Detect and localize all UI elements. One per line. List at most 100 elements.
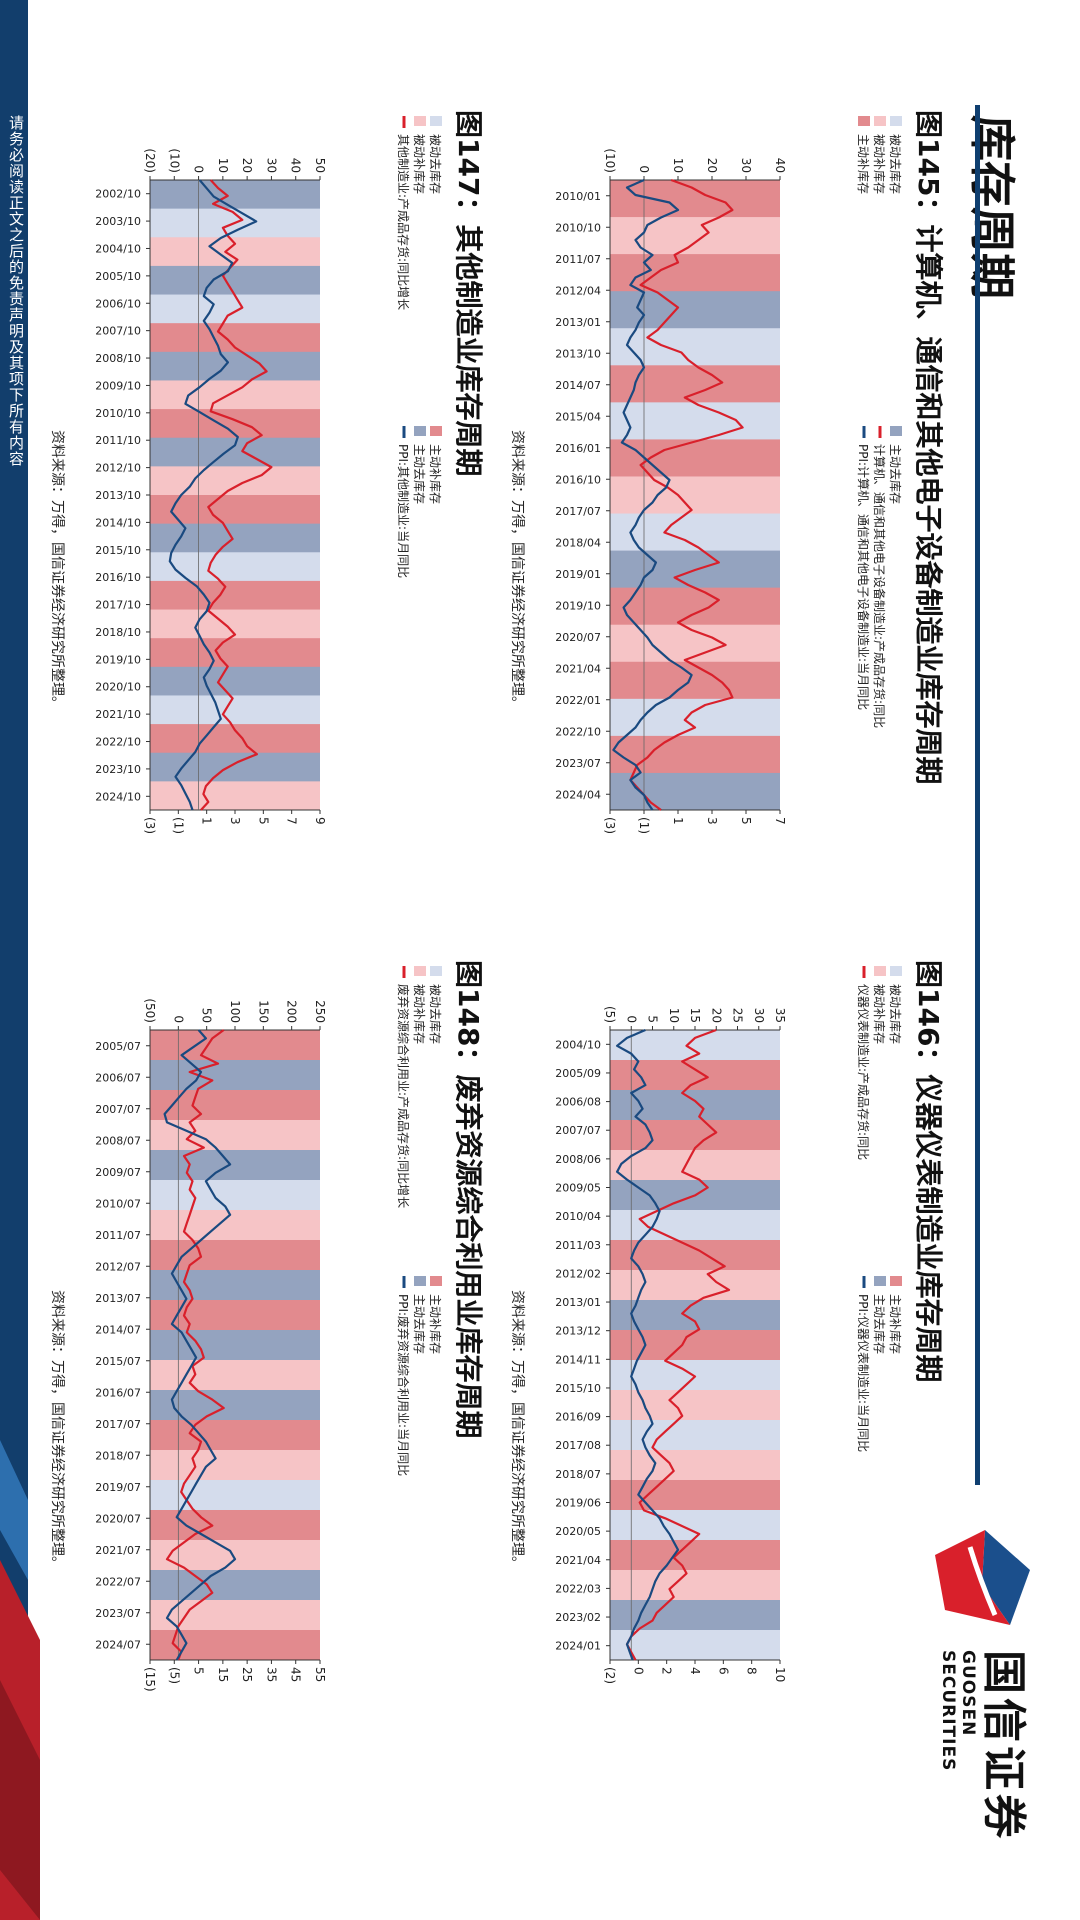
ppi-line	[163, 1029, 237, 1661]
x-tick-label: 2010/07	[95, 1197, 141, 1210]
chart-fig148: 被动去库存被动补库存废弃资源综合利用业:产成品存货:同比增长主动补库存主动去库存…	[95, 966, 443, 1692]
x-tick-label: 2003/10	[95, 215, 141, 228]
left-tick-label: 30	[752, 1008, 766, 1023]
x-tick-label: 2018/10	[95, 626, 141, 639]
x-tick-label: 2015/10	[555, 1382, 601, 1395]
phase-bands	[150, 180, 320, 811]
legend-label: 被动补库存	[412, 134, 427, 194]
logo-icon	[935, 1530, 1030, 1625]
chart-title: 图147：其他制造业库存周期	[452, 110, 485, 477]
phase-band	[150, 638, 320, 668]
phase-band	[150, 237, 320, 267]
phase-band	[150, 724, 320, 754]
phase-band	[150, 495, 320, 525]
x-tick-label: 2013/10	[555, 347, 601, 360]
right-tick-label: 10	[773, 1667, 787, 1682]
chart-legend: 被动去库存被动补库存仪器仪表制造业:产成品存货:同比主动补库存主动去库存PPI:…	[856, 966, 903, 1452]
x-tick-label: 2022/07	[95, 1575, 141, 1588]
right-tick-label: 1	[671, 817, 685, 825]
left-tick-label: 5	[646, 1015, 660, 1023]
phase-band	[610, 1480, 780, 1511]
legend-swatch	[874, 966, 886, 976]
legend-label: 主动去库存	[872, 1294, 887, 1354]
phase-band	[610, 1090, 780, 1121]
left-tick-label: 50	[313, 158, 327, 173]
chart-title: 图146：仪器仪表制造业库存周期	[912, 960, 945, 1383]
right-tick-label: (3)	[143, 817, 157, 834]
phase-band	[150, 351, 320, 381]
right-tick-label: (3)	[603, 817, 617, 834]
left-tick-label: 20	[709, 1008, 723, 1023]
right-tick-label: 4	[688, 1667, 702, 1675]
x-tick-label: 2022/01	[555, 694, 601, 707]
x-tick-label: 2007/07	[555, 1124, 601, 1137]
phase-band	[610, 1300, 780, 1331]
right-tick-label: 45	[289, 1667, 303, 1682]
phase-band	[610, 254, 780, 292]
x-tick-label: 2019/07	[95, 1481, 141, 1494]
legend-label: 主动去库存	[412, 1294, 427, 1354]
x-tick-label: 2016/10	[95, 571, 141, 584]
brand-logo: 国信证券 GUOSEN SECURITIES	[930, 1525, 1040, 1855]
phase-band	[610, 291, 780, 329]
chart-source: 资料来源：万得，国信证券经济研究所整理。	[509, 1290, 525, 1570]
phase-bands	[150, 1030, 320, 1661]
x-tick-label: 2022/03	[555, 1582, 601, 1595]
phase-band	[150, 1570, 320, 1601]
x-tick-label: 2008/06	[555, 1153, 601, 1166]
x-tick-label: 2004/10	[555, 1038, 601, 1051]
right-tick-label: 9	[313, 817, 327, 825]
chart-fig146: 被动去库存被动补库存仪器仪表制造业:产成品存货:同比主动补库存主动去库存PPI:…	[555, 966, 903, 1684]
legend-label: 主动补库存	[428, 444, 443, 504]
page-title: 库存周期	[965, 115, 1019, 299]
chart-legend: 被动去库存被动补库存其他制造业:产成品存货:同比增长主动补库存主动去库存PPI:…	[396, 116, 443, 578]
phase-band	[610, 217, 780, 255]
corner-decoration	[0, 1440, 40, 1920]
chart-panel-fig147: 图147：其他制造业库存周期 被动去库存 被动补库存 其他制造业:产成品存货:同比增…	[40, 110, 490, 890]
phase-band	[150, 1060, 320, 1091]
phase-band	[610, 698, 780, 737]
phase-band	[150, 294, 320, 324]
right-tick-label: 5	[192, 1667, 206, 1675]
x-tick-label: 2018/07	[95, 1449, 141, 1462]
x-tick-label: 2012/07	[95, 1260, 141, 1273]
phase-band	[150, 1420, 320, 1451]
phase-band	[150, 265, 320, 296]
x-tick-label: 2006/08	[555, 1096, 601, 1109]
left-tick-label: 40	[289, 158, 303, 173]
x-tick-label: 2023/07	[555, 757, 601, 770]
legend-swatch	[858, 116, 870, 126]
x-tick-label: 2015/07	[95, 1355, 141, 1368]
x-tick-label: 2024/04	[555, 788, 601, 801]
left-tick-label: 0	[624, 1015, 638, 1023]
inventory-yoy-line	[165, 1029, 225, 1661]
x-tick-label: 2011/07	[95, 1229, 141, 1242]
phase-band	[150, 1540, 320, 1571]
x-tick-label: 2021/04	[555, 1554, 601, 1567]
legend-swatch	[430, 1276, 442, 1286]
phase-band	[610, 1450, 780, 1481]
x-tick-label: 2011/10	[95, 434, 141, 447]
x-tick-label: 2010/10	[555, 221, 601, 234]
phase-band	[610, 735, 780, 774]
phase-band	[610, 661, 780, 700]
title-rule	[975, 105, 980, 1485]
left-tick-label: (20)	[143, 148, 157, 173]
phase-band	[610, 1390, 780, 1421]
x-tick-label: 2014/11	[555, 1353, 601, 1366]
left-tick-label: 150	[256, 1000, 270, 1023]
right-tick-label: 5	[256, 817, 270, 825]
phase-band	[150, 752, 320, 782]
x-tick-label: 2024/10	[95, 790, 141, 803]
legend-swatch	[430, 966, 442, 976]
right-tick-label: (5)	[167, 1667, 181, 1684]
phase-band	[610, 365, 780, 403]
x-tick-label: 2004/10	[95, 242, 141, 255]
legend-swatch	[890, 116, 902, 126]
x-tick-label: 2020/07	[95, 1512, 141, 1525]
phase-band	[610, 1150, 780, 1181]
x-tick-label: 2013/01	[555, 316, 601, 329]
x-tick-label: 2008/10	[95, 352, 141, 365]
right-tick-label: (2)	[603, 1667, 617, 1684]
